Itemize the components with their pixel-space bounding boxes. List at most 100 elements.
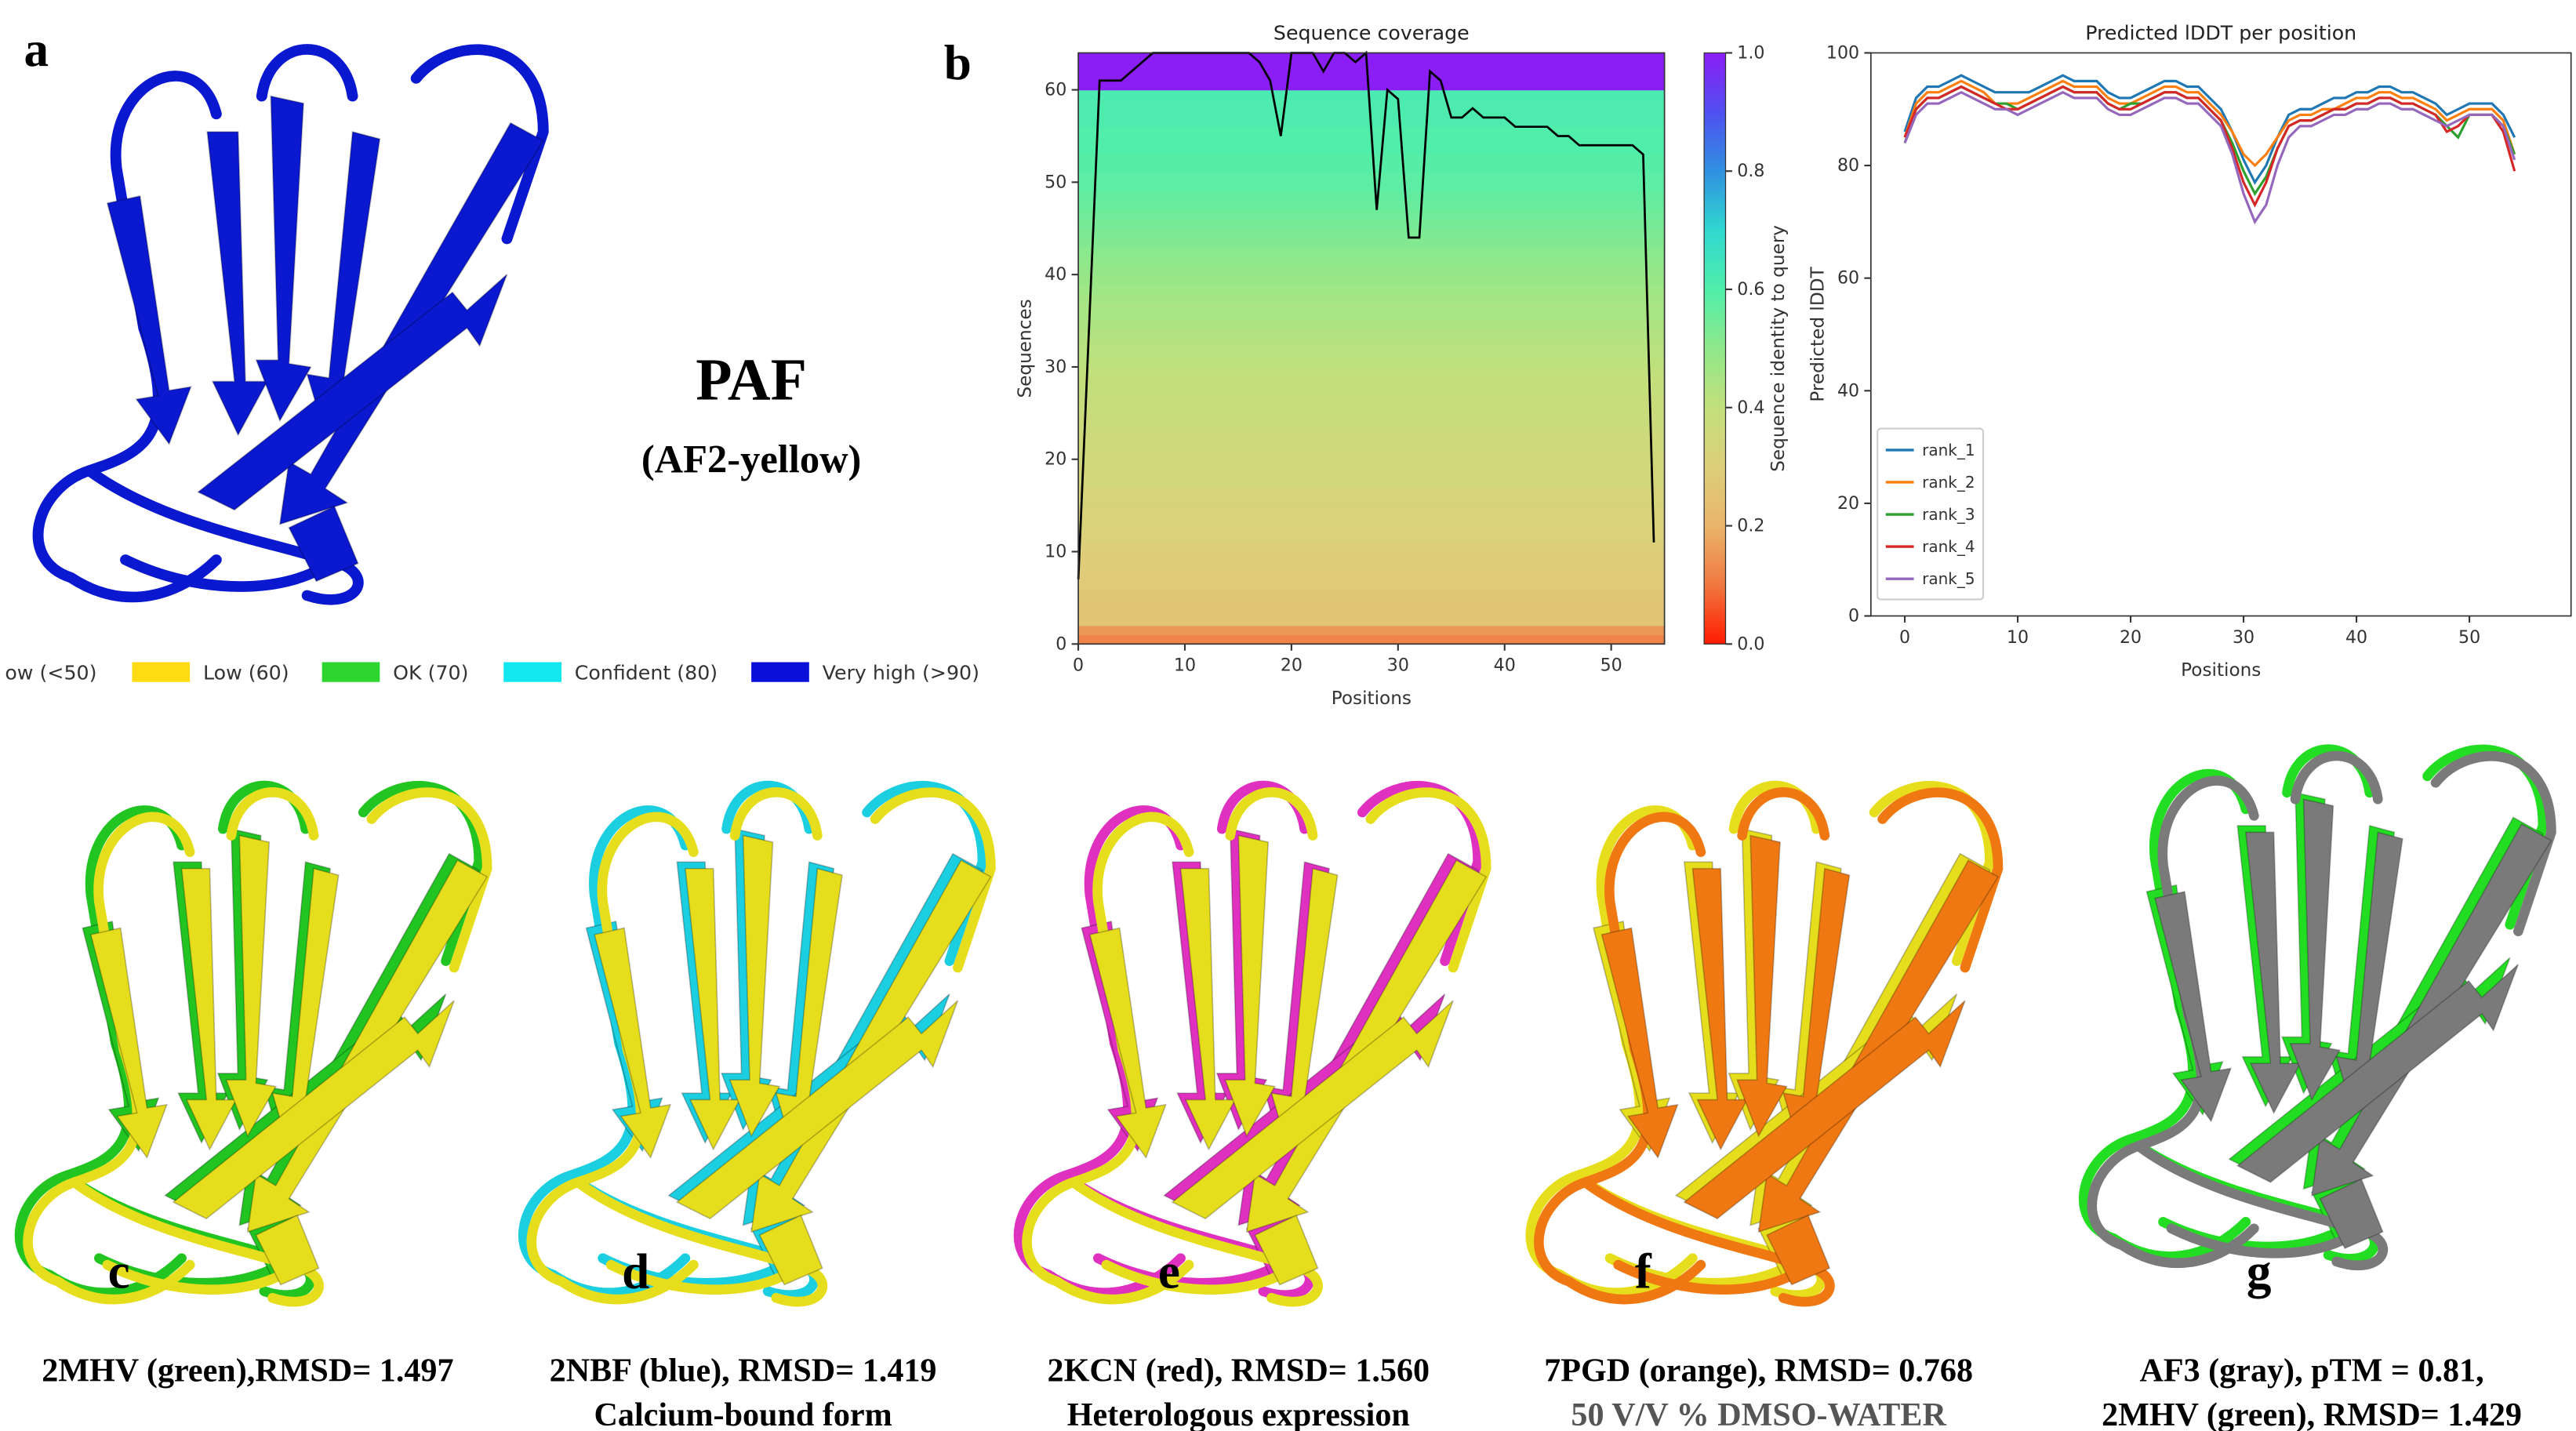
heatmap-row — [1078, 238, 1665, 248]
heatmap-row — [1078, 478, 1665, 488]
colorbar-tick-label: 1.0 — [1737, 42, 1764, 63]
colorbar-tick-label: 0.2 — [1737, 516, 1764, 536]
heatmap-row — [1078, 89, 1665, 100]
panel-label: f — [1635, 1244, 1652, 1299]
heatmap-row — [1078, 145, 1665, 155]
panel-label: c — [108, 1244, 130, 1299]
x-tick-label: 50 — [2458, 627, 2480, 648]
heatmap-row — [1078, 283, 1665, 294]
y-tick-label: 0 — [1055, 634, 1066, 654]
heatmap-row — [1078, 561, 1665, 571]
x-tick-label: 20 — [1281, 656, 1303, 676]
legend-swatch — [503, 662, 561, 682]
heatmap-row — [1078, 348, 1665, 358]
legend-label: rank_4 — [1922, 537, 1975, 556]
x-axis-label: Positions — [1332, 688, 1412, 709]
y-axis-label: Sequences — [1016, 299, 1036, 398]
heatmap-row — [1078, 62, 1665, 72]
colorbar-tick-label: 0.6 — [1737, 279, 1764, 300]
y-tick-label: 20 — [1045, 449, 1066, 470]
heatmap-row — [1078, 329, 1665, 340]
heatmap-row — [1078, 339, 1665, 350]
legend-label: rank_3 — [1922, 505, 1975, 524]
model-name: (AF2-yellow) — [641, 437, 862, 481]
x-tick-label: 40 — [1494, 656, 1516, 676]
heatmap-row — [1078, 505, 1665, 516]
heatmap-row — [1078, 246, 1665, 257]
colorbar-tick-label: 0.4 — [1737, 398, 1764, 418]
series-line — [1903, 79, 2516, 168]
y-tick-label: 60 — [1837, 268, 1859, 289]
heatmap-row — [1078, 366, 1665, 377]
y-tick-label: 50 — [1045, 172, 1066, 192]
chart-title: Sequence coverage — [1273, 22, 1470, 45]
caption: 2NBF (blue), RMSD= 1.419 — [550, 1352, 937, 1389]
caption: Heterologous expression — [1067, 1396, 1410, 1431]
y-tick-label: 60 — [1045, 80, 1066, 100]
caption: 7PGD (orange), RMSD= 0.768 — [1544, 1352, 1973, 1389]
heatmap-row — [1078, 514, 1665, 525]
x-tick-label: 20 — [2120, 627, 2142, 648]
structure-overlay — [1027, 792, 1487, 1302]
heatmap-row — [1078, 625, 1665, 636]
plot-frame — [1077, 52, 1666, 645]
heatmap-row — [1078, 385, 1665, 395]
structure-overlay — [28, 792, 488, 1302]
x-tick-label: 0 — [1073, 656, 1084, 676]
heatmap-row — [1078, 219, 1665, 229]
heatmap-row — [1078, 394, 1665, 405]
caption: 2MHV (green), RMSD= 1.429 — [2102, 1396, 2522, 1431]
heatmap-row — [1078, 182, 1665, 192]
legend-label: Very high (>90) — [823, 662, 979, 685]
x-tick-label: 50 — [1600, 656, 1622, 676]
legend-label: ow (<50) — [5, 662, 96, 685]
heatmap-row — [1078, 163, 1665, 174]
legend-box — [1877, 427, 1985, 601]
chart-title: Predicted lDDT per position — [2085, 22, 2356, 45]
colorbar — [1703, 52, 1727, 645]
y-tick-label: 40 — [1837, 380, 1859, 401]
panel-label: a — [24, 22, 49, 77]
heatmap-row — [1078, 607, 1665, 617]
heatmap-row — [1078, 358, 1665, 368]
legend-swatch — [322, 662, 380, 682]
legend-swatch — [132, 662, 191, 682]
x-tick-label: 0 — [1899, 627, 1910, 648]
legend-label: rank_1 — [1922, 441, 1975, 459]
af2-structure — [38, 49, 543, 600]
heatmap-row — [1078, 468, 1665, 478]
legend-label: rank_5 — [1922, 569, 1975, 588]
heatmap-row — [1078, 597, 1665, 608]
plot-frame — [1869, 52, 2572, 617]
heatmap-row — [1078, 108, 1665, 118]
heatmap-row — [1078, 404, 1665, 414]
structure-overlay — [1539, 792, 1998, 1302]
colorbar-tick-label: 0.8 — [1737, 161, 1764, 181]
colorbar-tick-label: 0.0 — [1737, 634, 1764, 654]
heatmap-row — [1078, 422, 1665, 433]
panel-label: g — [2247, 1244, 2272, 1299]
heatmap-row — [1078, 71, 1665, 82]
heatmap-row — [1078, 154, 1665, 165]
series-line — [1903, 74, 2516, 185]
heatmap-row — [1078, 616, 1665, 627]
legend-label: OK (70) — [393, 662, 468, 685]
legend-label: Low (60) — [203, 662, 289, 685]
heatmap-row — [1078, 265, 1665, 275]
heatmap-row — [1078, 99, 1665, 109]
heatmap-row — [1078, 634, 1665, 645]
y-tick-label: 0 — [1848, 606, 1859, 627]
heatmap-row — [1078, 588, 1665, 599]
y-tick-label: 40 — [1045, 264, 1066, 285]
heatmap-row — [1078, 256, 1665, 267]
protein-name: PAF — [696, 347, 807, 412]
colorbar-label: Sequence identity to query — [1768, 225, 1789, 472]
panel-label: b — [944, 35, 972, 90]
heatmap-row — [1078, 80, 1665, 91]
x-tick-label: 30 — [1387, 656, 1409, 676]
heatmap-row — [1078, 487, 1665, 497]
heatmap-row — [1078, 376, 1665, 387]
x-tick-label: 10 — [2007, 627, 2029, 648]
heatmap-row — [1078, 274, 1665, 285]
